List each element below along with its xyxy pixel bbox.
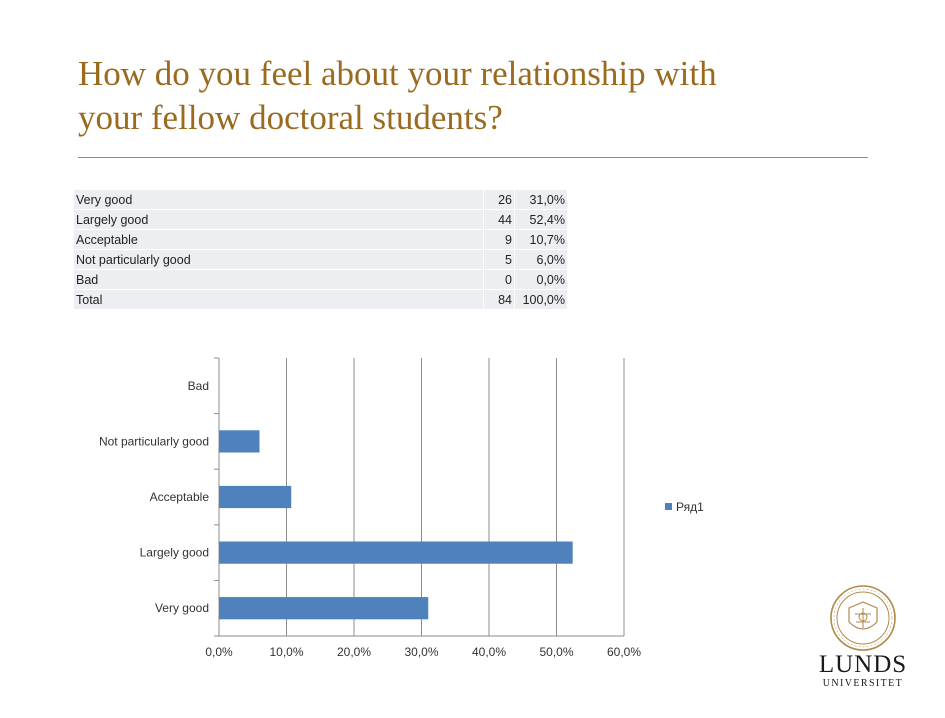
university-logo: LUNDS UNIVERSITET [818,584,908,694]
title-line-2: your fellow doctoral students? [78,98,503,137]
row-percent: 0,0% [514,269,567,290]
title-underline [78,157,868,158]
x-tick-label: 60,0% [607,645,641,659]
x-tick-label: 30,0% [404,645,438,659]
table-row: Largely good 44 52,4% [74,209,567,230]
x-tick-label: 10,0% [269,645,303,659]
row-percent: 6,0% [514,249,567,270]
x-tick-label: 0,0% [205,645,233,659]
results-table: Very good 26 31,0% Largely good 44 52,4%… [74,190,567,310]
seal-icon [830,585,896,651]
row-count: 9 [483,229,515,250]
row-count: 5 [483,249,515,270]
bar [219,597,429,620]
bar [219,541,573,564]
logo-name: LUNDS [818,651,908,678]
y-category-label: Bad [188,379,209,393]
row-label: Total [74,289,484,310]
row-label: Largely good [74,209,484,230]
row-label: Acceptable [74,229,484,250]
legend-swatch [665,503,672,510]
y-category-label: Largely good [140,546,209,560]
title-line-1: How do you feel about your relationship … [78,54,717,93]
y-category-label: Not particularly good [99,434,209,448]
table-row-total: Total 84 100,0% [74,289,567,310]
row-percent: 10,7% [514,229,567,250]
row-count: 44 [483,209,515,230]
row-percent: 100,0% [514,289,567,310]
row-count: 84 [483,289,515,310]
y-category-label: Very good [155,601,209,615]
table-row: Very good 26 31,0% [74,190,567,210]
row-label: Bad [74,269,484,290]
bar [219,430,260,453]
table-row: Not particularly good 5 6,0% [74,249,567,270]
table-row: Bad 0 0,0% [74,269,567,290]
x-tick-label: 20,0% [337,645,371,659]
table-row: Acceptable 9 10,7% [74,229,567,250]
y-category-label: Acceptable [150,490,210,504]
row-count: 26 [483,190,515,210]
row-percent: 31,0% [514,190,567,210]
row-count: 0 [483,269,515,290]
row-label: Very good [74,190,484,210]
bar [219,485,292,509]
row-label: Not particularly good [74,249,484,270]
x-tick-label: 40,0% [472,645,506,659]
slide-title: How do you feel about your relationship … [78,52,868,140]
x-tick-label: 50,0% [539,645,573,659]
legend-label: Ряд1 [676,500,704,514]
row-percent: 52,4% [514,209,567,230]
logo-subname: UNIVERSITET [822,678,904,689]
